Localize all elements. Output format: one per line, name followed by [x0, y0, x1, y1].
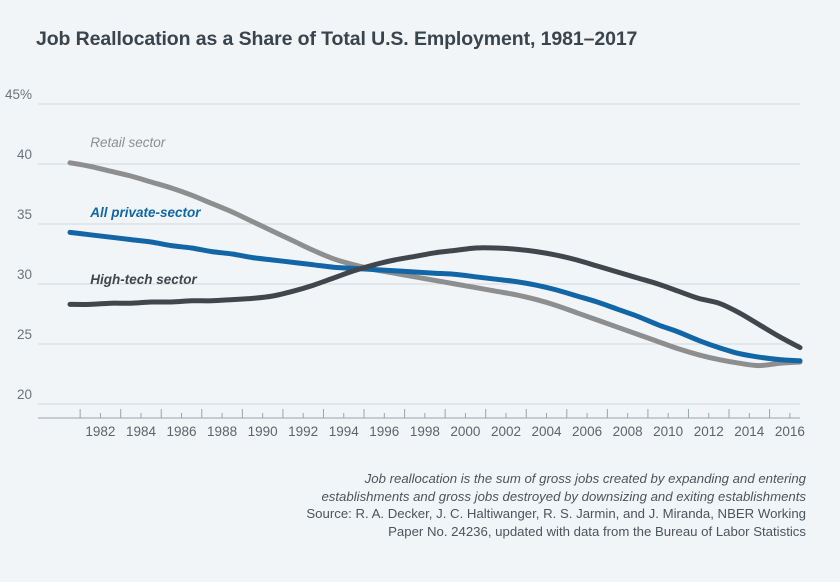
x-axis-tick-label: 2004 — [532, 424, 563, 439]
y-axis-tick-label: 30 — [17, 267, 32, 282]
x-axis-tick-label: 1998 — [410, 424, 440, 439]
footnote-line-2: establishments and gross jobs destroyed … — [321, 488, 806, 504]
x-axis-tick-label: 1996 — [369, 424, 399, 439]
y-axis-tick-label: 35 — [17, 207, 32, 222]
x-axis-tick-label: 2014 — [734, 424, 765, 439]
x-axis-tick-label: 2000 — [450, 424, 480, 439]
x-axis-tick-label: 1992 — [288, 424, 318, 439]
footnote-line-3: Source: R. A. Decker, J. C. Haltiwanger,… — [306, 506, 806, 522]
x-axis-tick-label: 2006 — [572, 424, 602, 439]
y-axis-tick-label: 40 — [17, 147, 32, 162]
y-axis-tick-label: 45% — [5, 87, 32, 102]
series-line — [67, 160, 803, 369]
series-line — [67, 245, 803, 351]
series-line — [67, 229, 803, 364]
series-label: All private-sector — [89, 205, 201, 220]
y-axis-tick-label: 20 — [17, 387, 32, 402]
chart-footnote: Job reallocation is the sum of gross job… — [266, 470, 806, 540]
x-axis-tick-label: 1984 — [126, 424, 157, 439]
y-axis-tick-label: 25 — [17, 327, 32, 342]
x-axis-tick-label: 1986 — [167, 424, 197, 439]
x-axis-tick-label: 2012 — [694, 424, 724, 439]
series-label: High-tech sector — [90, 272, 197, 287]
series-label: Retail sector — [90, 135, 166, 150]
footnote-line-4: Paper No. 24236, updated with data from … — [388, 523, 806, 539]
page-title: Job Reallocation as a Share of Total U.S… — [36, 28, 638, 50]
x-axis-tick-label: 1982 — [85, 424, 115, 439]
x-axis-tick-label: 2010 — [653, 424, 683, 439]
x-axis-tick-label: 2016 — [775, 424, 805, 439]
x-axis-tick-label: 1990 — [248, 424, 278, 439]
x-axis-tick-label: 1994 — [329, 424, 360, 439]
x-axis-tick-label: 2008 — [613, 424, 643, 439]
x-axis-tick-label: 2002 — [491, 424, 521, 439]
x-axis-tick-label: 1988 — [207, 424, 237, 439]
footnote-line-1: Job reallocation is the sum of gross job… — [364, 471, 806, 486]
